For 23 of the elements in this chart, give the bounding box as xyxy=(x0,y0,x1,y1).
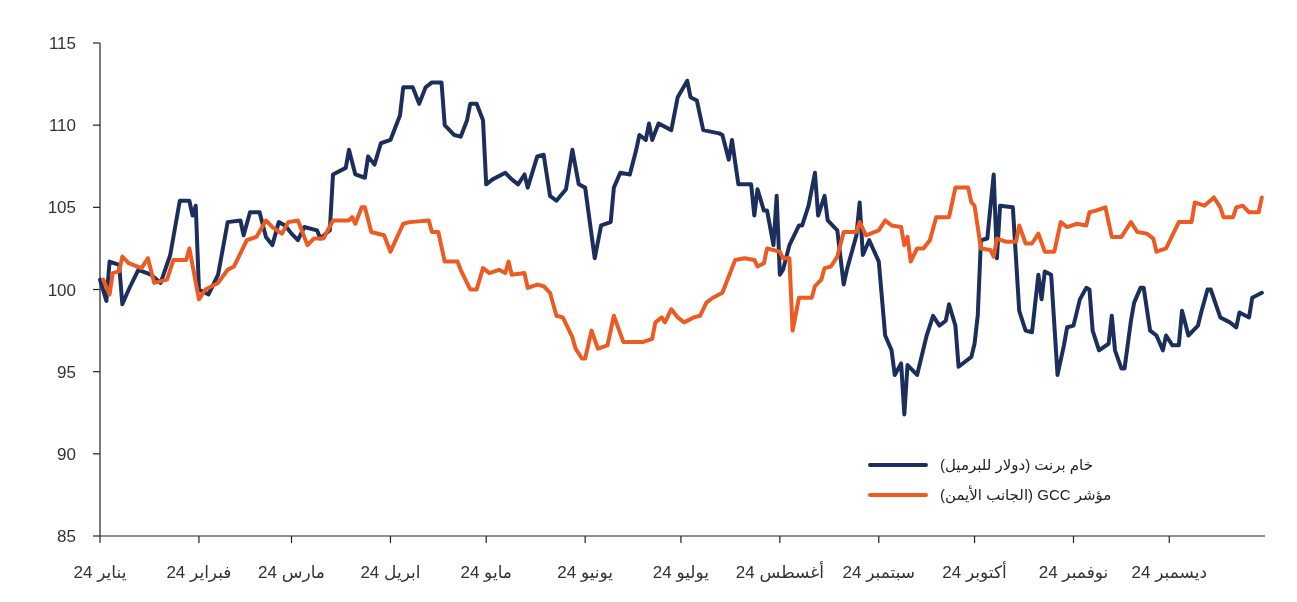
legend-label: خام برنت (دولار للبرميل) xyxy=(940,456,1093,474)
y-tick-label: 90 xyxy=(57,444,76,464)
x-tick-label: يوليو 24 xyxy=(652,563,710,582)
x-tick-label: ديسمبر 24 xyxy=(1131,563,1207,582)
x-tick-label: نوفمبر 24 xyxy=(1038,563,1109,582)
y-tick-label: 85 xyxy=(57,527,76,546)
x-tick-label: فبراير 24 xyxy=(166,563,232,582)
y-tick-label: 95 xyxy=(57,362,76,382)
y-tick-label: 115 xyxy=(48,34,76,53)
x-tick-label: سبتمبر 24 xyxy=(842,563,916,582)
line-series xyxy=(98,78,1264,417)
y-tick-label: 100 xyxy=(47,280,76,300)
x-tick-label: مايو 24 xyxy=(460,563,512,582)
x-tick-label: يناير 24 xyxy=(73,563,127,582)
y-tick-label: 110 xyxy=(48,116,76,136)
legend-label: مؤشر GCC (الجانب الأيمن) xyxy=(940,485,1112,504)
x-tick-label: مارس 24 xyxy=(258,563,325,582)
x-tick-label: أغسطس 24 xyxy=(735,561,824,582)
x-tick-label: يونيو 24 xyxy=(557,563,614,582)
line-series xyxy=(101,185,1264,361)
y-tick-label: 105 xyxy=(47,198,76,218)
x-tick-label: أكتوبر 24 xyxy=(942,561,1007,582)
x-tick-label: ابريل 24 xyxy=(360,563,421,582)
